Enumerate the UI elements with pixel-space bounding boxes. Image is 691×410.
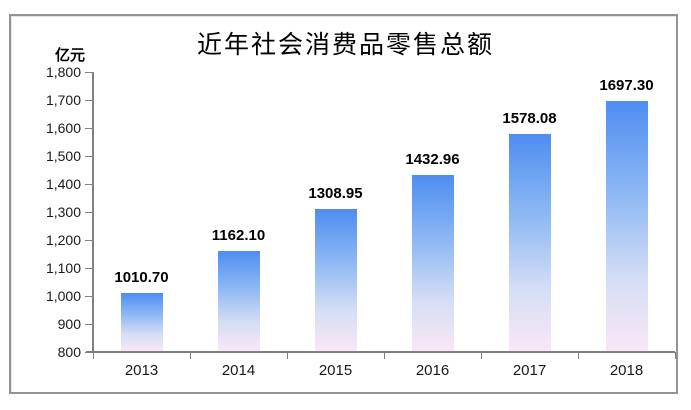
x-tick-label: 2014 — [221, 362, 256, 379]
y-tick-label: 1,600 — [45, 120, 81, 136]
bar — [508, 134, 551, 351]
y-tick-mark — [85, 267, 92, 269]
y-tick-mark — [85, 155, 92, 157]
bar-value-label: 1697.30 — [599, 76, 654, 94]
y-tick-label: 1,200 — [45, 232, 81, 248]
bar-value-label: 1308.95 — [308, 185, 363, 203]
x-tick-label: 2018 — [609, 362, 644, 379]
y-axis-line — [92, 72, 94, 352]
y-tick-label: 1,300 — [45, 204, 81, 220]
x-axis-line — [86, 351, 675, 353]
y-tick-label: 1,400 — [45, 176, 81, 192]
y-tick-mark — [85, 99, 92, 101]
y-tick-label: 1,100 — [45, 260, 81, 276]
bar — [605, 100, 648, 351]
bar-value-label: 1162.10 — [211, 226, 266, 244]
x-tick-mark — [286, 352, 288, 359]
y-tick-label: 1,000 — [45, 288, 81, 304]
y-axis-unit-label: 亿元 — [55, 47, 86, 64]
bar — [120, 293, 163, 351]
y-tick-mark — [85, 295, 92, 297]
y-tick-label: 1,500 — [45, 148, 81, 164]
y-tick-mark — [85, 127, 92, 129]
x-tick-mark — [674, 352, 676, 359]
y-tick-label: 1,700 — [45, 92, 81, 108]
y-tick-mark — [85, 183, 92, 185]
chart-frame — [9, 14, 678, 394]
bar-value-label: 1432.96 — [405, 150, 460, 168]
y-tick-mark — [85, 239, 92, 241]
y-tick-mark — [85, 351, 92, 353]
y-tick-mark — [85, 211, 92, 213]
bar — [314, 209, 357, 351]
y-tick-label: 800 — [57, 344, 81, 360]
y-tick-mark — [85, 71, 92, 73]
chart-title: 近年社会消费品零售总额 — [196, 32, 494, 59]
x-tick-label: 2017 — [512, 362, 547, 379]
y-tick-mark — [85, 323, 92, 325]
bar — [217, 250, 260, 351]
x-tick-mark — [577, 352, 579, 359]
x-tick-mark — [383, 352, 385, 359]
x-tick-label: 2016 — [415, 362, 450, 379]
x-tick-mark — [92, 352, 94, 359]
bar-value-label: 1010.70 — [114, 269, 169, 286]
bar — [411, 174, 454, 351]
x-tick-label: 2015 — [318, 362, 353, 379]
bar-value-label: 1578.08 — [502, 110, 557, 128]
y-tick-label: 1,800 — [45, 64, 81, 80]
x-tick-mark — [480, 352, 482, 359]
x-tick-mark — [189, 352, 191, 359]
x-tick-label: 2013 — [124, 362, 159, 379]
y-tick-label: 900 — [57, 316, 81, 332]
